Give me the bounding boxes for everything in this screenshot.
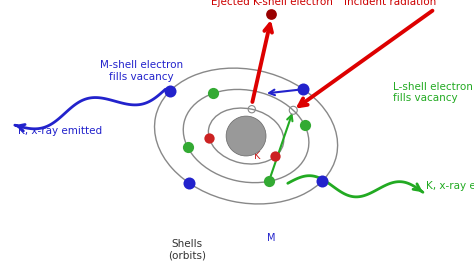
Text: K: K	[254, 151, 260, 161]
Point	[265, 179, 273, 184]
Point	[272, 154, 279, 158]
Point	[166, 89, 173, 93]
Text: Shells
(orbits): Shells (orbits)	[168, 239, 206, 260]
Point	[184, 145, 191, 149]
Point	[205, 136, 213, 140]
Text: M-shell electron
fills vacancy: M-shell electron fills vacancy	[100, 60, 183, 82]
Text: L-shell electron
fills vacancy: L-shell electron fills vacancy	[393, 82, 473, 103]
Point	[319, 179, 326, 183]
Text: K, x-ray emitted: K, x-ray emitted	[426, 181, 474, 191]
Text: Ejected K-shell electron: Ejected K-shell electron	[210, 0, 332, 7]
Circle shape	[226, 116, 266, 156]
Text: Incident radiation: Incident radiation	[344, 0, 437, 7]
Point	[268, 12, 275, 16]
Text: M: M	[267, 232, 276, 242]
Point	[300, 87, 307, 91]
Point	[301, 123, 309, 127]
Point	[185, 181, 192, 185]
Text: K, x-ray emitted: K, x-ray emitted	[18, 127, 101, 136]
Point	[210, 91, 217, 95]
